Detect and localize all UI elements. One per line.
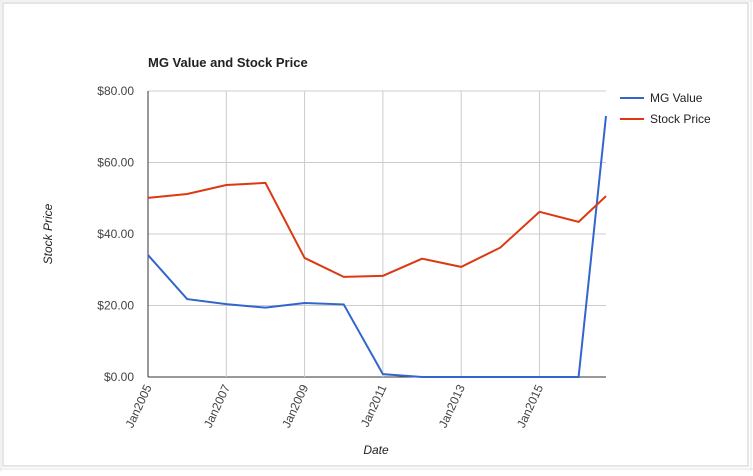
x-axis-title: Date bbox=[363, 443, 389, 457]
series-line bbox=[147, 115, 607, 378]
y-tick-label: $80.00 bbox=[97, 84, 134, 98]
y-axis-title: Stock Price bbox=[41, 203, 55, 264]
series-line bbox=[147, 181, 607, 278]
y-tick-label: $0.00 bbox=[104, 370, 134, 384]
legend-label: MG Value bbox=[650, 91, 703, 105]
y-tick-label: $20.00 bbox=[97, 299, 134, 313]
y-tick-label: $40.00 bbox=[97, 227, 134, 241]
y-tick-label: $60.00 bbox=[97, 156, 134, 170]
legend-label: Stock Price bbox=[650, 112, 711, 126]
chart-title: MG Value and Stock Price bbox=[148, 55, 308, 70]
